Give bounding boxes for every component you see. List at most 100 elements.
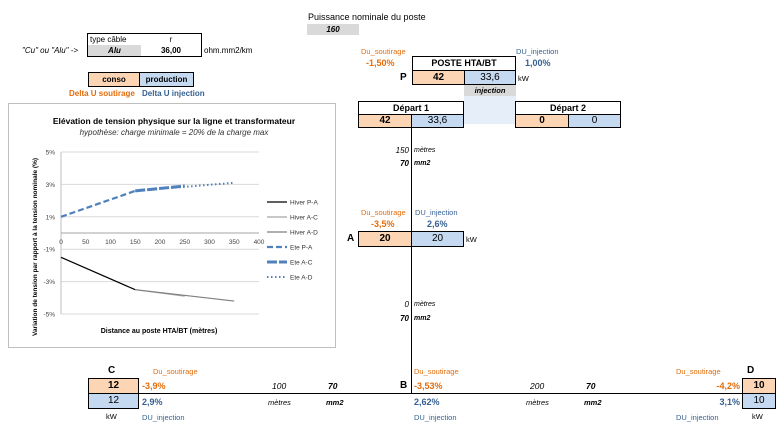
legend-label: Ete A-D: [290, 275, 313, 282]
segment-pa-length[interactable]: 150: [395, 146, 409, 155]
node-c-du-injection-value: 2,9%: [142, 397, 163, 407]
node-a-unit: kW: [466, 235, 477, 244]
node-c-du-soutirage-value: -3,9%: [142, 381, 166, 391]
node-a-production[interactable]: 20: [411, 231, 464, 247]
node-a-conso[interactable]: 20: [358, 231, 412, 247]
poste-production[interactable]: 33,6: [464, 70, 516, 85]
legend-label: Ete A-C: [290, 260, 313, 267]
node-a-du-soutirage-value: -3,5%: [371, 219, 395, 229]
node-d-unit: kW: [752, 412, 763, 421]
segment-pa-section-unit: mm2: [414, 160, 431, 167]
node-c-conso[interactable]: 12: [88, 378, 139, 394]
series-line-ete-a-d: [135, 181, 235, 192]
node-a-letter: A: [347, 233, 355, 244]
segment-pa-length-unit: mètres: [414, 147, 436, 154]
segment-bd-length-unit: mètres: [526, 398, 549, 407]
x-tick-label: 350: [229, 239, 240, 246]
node-c-unit: kW: [106, 412, 117, 421]
node-b-letter: B: [400, 380, 408, 391]
poste-unit: kW: [518, 74, 529, 83]
node-a-du-injection-label: DU_injection: [415, 208, 458, 217]
cable-r-label: r: [169, 35, 173, 44]
y-tick-label: -3%: [43, 279, 55, 286]
node-d-du-soutirage-value: -4,2%: [716, 381, 740, 391]
segment-pa-section[interactable]: 70: [400, 159, 409, 168]
node-a-du-injection-value: 2,6%: [427, 219, 448, 229]
poste-du-injection-value: 1,00%: [525, 58, 551, 68]
poste-letter: P: [400, 72, 407, 83]
y-tick-label: 1%: [46, 214, 56, 221]
depart1-title: Départ 1: [358, 101, 464, 115]
cable-type-value[interactable]: Alu: [88, 45, 141, 56]
segment-bd-section-unit: mm2: [584, 398, 602, 407]
y-tick-label: 5%: [46, 150, 56, 157]
chart-svg: Elévation de tension physique sur la lig…: [32, 116, 318, 336]
y-tick-label: -5%: [43, 312, 55, 319]
node-d-letter: D: [747, 365, 755, 376]
node-c-du-injection-label: DU_injection: [142, 413, 185, 422]
chart-subtitle: hypothèse: charge minimale = 20% de la c…: [80, 128, 270, 137]
legend-label: Hiver A-C: [290, 215, 318, 222]
y-tick-label: 3%: [46, 182, 56, 189]
x-tick-label: 150: [130, 239, 141, 246]
legend-label: Hiver A-D: [290, 230, 318, 237]
node-c-letter: C: [108, 365, 116, 376]
node-d-du-injection-label: DU_injection: [676, 413, 719, 422]
x-tick-label: 0: [59, 239, 63, 246]
series-line-hiver-p-a: [60, 256, 136, 291]
segment-ab-section[interactable]: 70: [400, 314, 409, 323]
segment-bd-section[interactable]: 70: [586, 381, 596, 391]
node-b-du-soutirage-value: -3,53%: [414, 381, 443, 391]
legend-delta-soutirage: Delta U soutirage: [69, 89, 135, 98]
node-a-du-soutirage-label: Du_soutirage: [361, 208, 406, 217]
poste-du-soutirage-value: -1,50%: [366, 58, 395, 68]
cable-table: type câble r Alu 36,00: [87, 33, 202, 57]
poste-du-injection-label: DU_injection: [516, 47, 559, 56]
segment-ab-length[interactable]: 0: [404, 300, 409, 309]
poste-injection-label: injection: [464, 85, 516, 96]
poste-du-soutirage-label: Du_soutirage: [361, 47, 406, 56]
feeder-line-vertical: [411, 128, 412, 394]
cable-r-value[interactable]: 36,00: [160, 46, 182, 55]
puissance-label: Puissance nominale du poste: [308, 12, 426, 22]
legend-label: Hiver P-A: [290, 200, 318, 207]
node-d-conso[interactable]: 10: [742, 378, 776, 394]
poste-title: POSTE HTA/BT: [412, 56, 516, 71]
node-d-production[interactable]: 10: [742, 393, 776, 409]
series-line-ete-p-a: [60, 189, 136, 218]
node-b-du-injection-value: 2,62%: [414, 397, 440, 407]
x-tick-label: 250: [179, 239, 190, 246]
y-tick-label: -1%: [43, 247, 55, 254]
segment-bc-length[interactable]: 100: [272, 381, 287, 391]
segment-bd-length[interactable]: 200: [530, 381, 545, 391]
node-d-du-injection-value: 3,1%: [719, 397, 740, 407]
depart2-production[interactable]: 0: [568, 114, 621, 128]
depart1-conso[interactable]: 42: [358, 114, 412, 128]
segment-ab-length-unit: mètres: [414, 301, 436, 308]
x-tick-label: 200: [155, 239, 166, 246]
x-tick-label: 400: [254, 239, 265, 246]
cable-type-label: type câble: [90, 35, 127, 44]
cable-r-unit: ohm.mm2/km: [204, 46, 253, 55]
puissance-value[interactable]: 160: [307, 24, 359, 35]
legend-conso-box: conso: [88, 72, 140, 87]
segment-ab-section-unit: mm2: [414, 315, 431, 322]
segment-bc-section[interactable]: 70: [328, 381, 338, 391]
x-tick-label: 100: [105, 239, 116, 246]
chart-panel: Elévation de tension physique sur la lig…: [8, 103, 336, 348]
legend-delta-injection: Delta U injection: [142, 89, 205, 98]
chart-ylabel: Variation de tension par rapport à la te…: [32, 158, 39, 336]
legend-label: Ete P-A: [290, 245, 313, 252]
cable-hint: "Cu" ou "Alu" ->: [22, 46, 79, 55]
node-b-du-injection-label: DU_injection: [414, 413, 457, 422]
poste-conso[interactable]: 42: [412, 70, 465, 85]
node-c-production[interactable]: 12: [88, 393, 139, 409]
series-line-hiver-a-d: [135, 289, 235, 302]
node-b-du-soutirage-label: Du_soutirage: [414, 367, 459, 376]
x-tick-label: 50: [82, 239, 90, 246]
chart-title: Elévation de tension physique sur la lig…: [53, 116, 296, 126]
depart1-production[interactable]: 33,6: [411, 114, 464, 128]
segment-bc-length-unit: mètres: [268, 398, 291, 407]
node-c-du-soutirage-label: Du_soutirage: [153, 367, 198, 376]
depart2-conso[interactable]: 0: [515, 114, 569, 128]
